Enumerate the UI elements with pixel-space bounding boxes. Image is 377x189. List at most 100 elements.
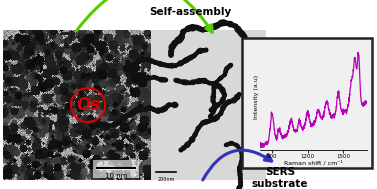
Circle shape	[225, 103, 227, 106]
Circle shape	[239, 149, 242, 152]
Circle shape	[233, 98, 237, 102]
Circle shape	[173, 40, 178, 44]
Circle shape	[138, 107, 143, 112]
Circle shape	[169, 44, 175, 50]
Circle shape	[237, 94, 240, 97]
Circle shape	[195, 26, 199, 30]
Circle shape	[148, 58, 152, 62]
Circle shape	[138, 74, 143, 78]
Circle shape	[105, 124, 109, 128]
Circle shape	[228, 100, 231, 104]
Circle shape	[209, 119, 212, 122]
Circle shape	[202, 121, 206, 125]
Circle shape	[177, 79, 181, 83]
Circle shape	[217, 22, 221, 26]
Circle shape	[184, 80, 188, 85]
Circle shape	[129, 67, 132, 70]
Circle shape	[133, 108, 138, 113]
Circle shape	[179, 34, 184, 40]
Circle shape	[122, 116, 126, 120]
Circle shape	[161, 78, 165, 82]
Circle shape	[231, 142, 234, 145]
Circle shape	[211, 82, 215, 86]
Circle shape	[239, 161, 244, 165]
Circle shape	[138, 57, 143, 63]
Circle shape	[235, 26, 241, 32]
Circle shape	[93, 125, 97, 128]
Circle shape	[189, 140, 192, 143]
Circle shape	[152, 60, 155, 64]
Circle shape	[194, 25, 198, 29]
Circle shape	[222, 75, 224, 77]
Circle shape	[135, 108, 138, 111]
Circle shape	[239, 172, 242, 175]
Circle shape	[142, 74, 145, 77]
Circle shape	[158, 78, 161, 81]
Circle shape	[221, 109, 224, 112]
Circle shape	[222, 104, 226, 108]
Circle shape	[220, 20, 224, 25]
Circle shape	[227, 100, 230, 104]
Circle shape	[189, 55, 193, 60]
Circle shape	[227, 65, 230, 68]
Circle shape	[174, 78, 178, 82]
Circle shape	[230, 100, 233, 102]
Circle shape	[163, 63, 167, 67]
Circle shape	[240, 153, 243, 156]
Circle shape	[230, 142, 233, 145]
Circle shape	[211, 111, 215, 114]
Circle shape	[135, 74, 138, 77]
Circle shape	[147, 58, 150, 61]
Circle shape	[179, 36, 183, 40]
Circle shape	[212, 85, 216, 89]
Circle shape	[201, 28, 205, 32]
Circle shape	[127, 63, 131, 67]
Circle shape	[147, 77, 150, 80]
Circle shape	[222, 92, 226, 96]
Circle shape	[240, 150, 242, 153]
Circle shape	[225, 101, 229, 105]
Circle shape	[184, 57, 189, 62]
Text: SERS
substrate: SERS substrate	[252, 167, 308, 189]
Circle shape	[159, 77, 163, 82]
Circle shape	[112, 122, 118, 127]
Circle shape	[223, 93, 226, 97]
Text: Self-assembly: Self-assembly	[149, 7, 231, 17]
Circle shape	[168, 64, 172, 68]
Circle shape	[153, 76, 156, 79]
Circle shape	[196, 128, 199, 131]
Circle shape	[212, 24, 218, 29]
Circle shape	[96, 122, 101, 127]
Circle shape	[217, 79, 219, 82]
Circle shape	[225, 143, 229, 146]
Circle shape	[217, 115, 219, 117]
Circle shape	[201, 49, 204, 52]
Circle shape	[130, 111, 135, 116]
Circle shape	[238, 185, 242, 188]
Circle shape	[132, 62, 138, 67]
Circle shape	[213, 105, 216, 108]
FancyArrowPatch shape	[203, 150, 272, 180]
Circle shape	[238, 170, 242, 174]
Circle shape	[238, 166, 241, 169]
Circle shape	[228, 64, 232, 68]
Circle shape	[169, 46, 173, 50]
Circle shape	[198, 48, 203, 53]
Circle shape	[181, 29, 185, 34]
Circle shape	[131, 71, 134, 74]
Circle shape	[221, 90, 225, 94]
Circle shape	[212, 110, 215, 113]
Circle shape	[116, 120, 121, 125]
Circle shape	[153, 60, 157, 64]
Circle shape	[184, 28, 188, 31]
Circle shape	[133, 73, 137, 77]
Circle shape	[238, 93, 241, 96]
FancyArrowPatch shape	[77, 0, 212, 32]
Circle shape	[166, 104, 170, 108]
Circle shape	[150, 107, 153, 110]
Circle shape	[172, 102, 177, 108]
Circle shape	[220, 101, 222, 104]
Circle shape	[212, 116, 217, 122]
Circle shape	[191, 55, 195, 58]
Circle shape	[181, 80, 184, 84]
